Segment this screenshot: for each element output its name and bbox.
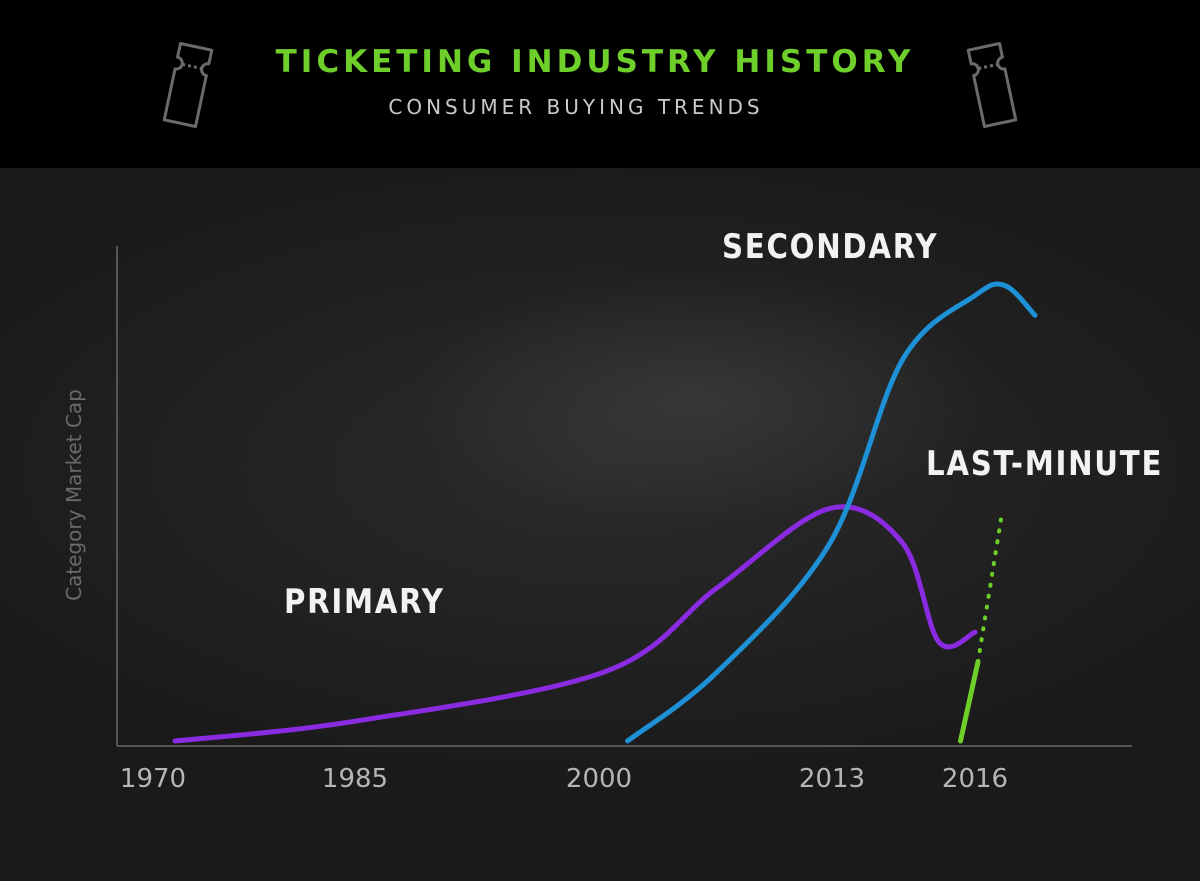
chart-subtitle: CONSUMER BUYING TRENDS — [388, 95, 764, 119]
ticket-icon — [966, 42, 1018, 128]
series-line-last-minute-solid — [958, 659, 981, 744]
series-line-primary — [172, 504, 978, 744]
series-label-secondary: SECONDARY — [722, 227, 939, 267]
series-label-last-minute: LAST-MINUTE — [926, 444, 1164, 484]
x-tick-label: 2016 — [941, 764, 1009, 794]
x-tick-label: 1985 — [321, 764, 389, 794]
x-tick-label: 1970 — [119, 764, 187, 794]
chart-title: TICKETING INDUSTRY HISTORY — [275, 44, 915, 80]
series-line-secondary — [625, 281, 1038, 744]
header-banner: TICKETING INDUSTRY HISTORY CONSUMER BUYI… — [0, 0, 1200, 168]
ticket-icon — [162, 42, 214, 128]
series-line-last-minute-dotted — [976, 511, 1004, 664]
y-axis-label: Category Market Cap — [62, 389, 86, 601]
x-tick-label: 2013 — [798, 764, 866, 794]
series-layer — [172, 281, 1038, 744]
x-tick-label: 2000 — [565, 764, 633, 794]
series-label-primary: PRIMARY — [284, 582, 445, 622]
